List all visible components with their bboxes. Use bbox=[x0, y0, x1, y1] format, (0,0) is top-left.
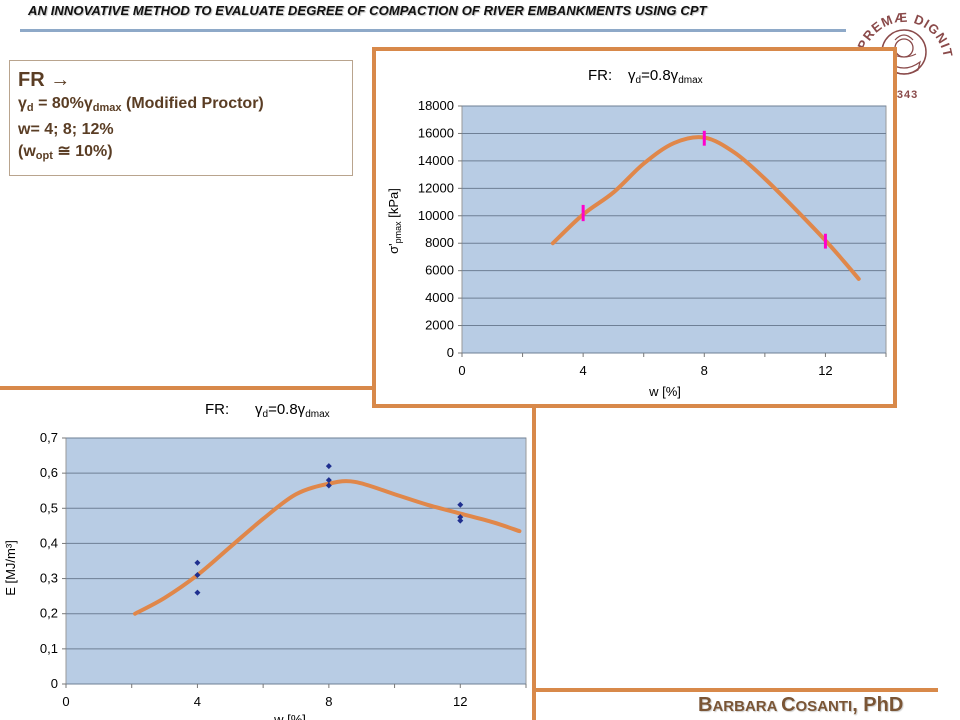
c1-xtick-label: 0 bbox=[458, 363, 465, 378]
c2-ytick-label: 0,6 bbox=[40, 465, 58, 480]
info-gamma: γ bbox=[18, 95, 27, 112]
chart-sigma-pmax: FR: γd=0.8γdmax 0 2000 4000 6000 8000 10000 12… bbox=[386, 67, 887, 399]
c2-xtick-label: 4 bbox=[194, 694, 201, 709]
chart2-title-prefix: FR: bbox=[205, 401, 229, 418]
c1-ytick-label: 16000 bbox=[418, 125, 454, 140]
chart2-xlabel: w [%] bbox=[273, 712, 306, 720]
info-wopt-sub: opt bbox=[35, 150, 53, 162]
author-name: BARBARA COSANTI, PhD bbox=[698, 694, 903, 717]
c1-ytick-label: 4000 bbox=[425, 290, 454, 305]
c1-ytick-label: 10000 bbox=[418, 208, 454, 223]
c1-data-point bbox=[581, 204, 585, 213]
info-proctor: (Modified Proctor) bbox=[121, 95, 264, 112]
chart1-title-formula: γd=0.8γdmax bbox=[628, 67, 703, 86]
c1-ytick-label: 6000 bbox=[425, 263, 454, 278]
info-title: FR → bbox=[18, 69, 71, 91]
author-rest2: OSANTI bbox=[795, 698, 853, 715]
c1-ytick-label: 0 bbox=[447, 345, 454, 360]
c1-xtick-label: 8 bbox=[701, 363, 708, 378]
c1-data-point bbox=[702, 130, 706, 139]
c1-data-point bbox=[702, 137, 706, 146]
info-water-contents: w= 4; 8; 12% bbox=[18, 121, 114, 138]
c2-data-point bbox=[325, 463, 332, 470]
c2-data-point bbox=[457, 501, 464, 508]
info-density: γd = 80%γdmax (Modified Proctor) bbox=[18, 93, 352, 119]
c2-ytick-label: 0,3 bbox=[40, 571, 58, 586]
c2-ytick-label: 0,2 bbox=[40, 606, 58, 621]
c1-ytick-label: 12000 bbox=[418, 180, 454, 195]
c1-trend-line bbox=[550, 135, 861, 281]
author-c: C bbox=[781, 694, 796, 716]
c2-data-point bbox=[457, 517, 464, 524]
author-b: B bbox=[698, 694, 713, 716]
info-box: FR → γd = 80%γdmax (Modified Proctor) w=… bbox=[9, 60, 353, 176]
c2-ytick-label: 0,4 bbox=[40, 535, 58, 550]
c2-ytick-label: 0,1 bbox=[40, 641, 58, 656]
info-sub-dmax: dmax bbox=[92, 102, 122, 114]
c2-ytick-label: 0 bbox=[51, 676, 58, 691]
c2-data-point bbox=[457, 514, 464, 521]
divider-bottom bbox=[536, 688, 938, 692]
divider-vertical bbox=[532, 406, 536, 720]
chart1-ylabel: σ'pmax [kPa] bbox=[386, 188, 403, 254]
chart2-ylabel: E [MJ/m³] bbox=[3, 540, 18, 596]
chart-sigma-frame: FR: γd=0.8γdmax 0 2000 4000 6000 8000 10000 12… bbox=[372, 47, 897, 408]
page-title: AN INNOVATIVE METHOD TO EVALUATE DEGREE … bbox=[28, 3, 707, 18]
author-rest1: ARBARA bbox=[712, 698, 782, 715]
c2-xtick-label: 12 bbox=[453, 694, 467, 709]
c2-data-point bbox=[325, 482, 332, 489]
c2-data-point bbox=[325, 477, 332, 484]
author-end: , PhD bbox=[852, 694, 904, 716]
c1-data-point bbox=[823, 240, 827, 249]
c1-data-point bbox=[823, 233, 827, 242]
c1-ytick-label: 18000 bbox=[418, 98, 454, 113]
c1-ytick-label: 8000 bbox=[425, 235, 454, 250]
info-wopt-start: (w bbox=[18, 143, 36, 160]
c1-ytick-label: 2000 bbox=[425, 318, 454, 333]
c2-data-point bbox=[194, 572, 201, 579]
info-wopt-end: ≅ 10%) bbox=[52, 143, 113, 160]
info-sub-d: d bbox=[26, 102, 34, 114]
chart1-title-prefix: FR: bbox=[588, 67, 612, 84]
header-divider bbox=[20, 29, 846, 32]
info-mid: = 80%γ bbox=[33, 95, 93, 112]
c2-xtick-label: 0 bbox=[62, 694, 69, 709]
divider-left bbox=[0, 386, 376, 390]
c1-ytick-label: 14000 bbox=[418, 153, 454, 168]
c2-ytick-label: 0,7 bbox=[40, 430, 58, 445]
c2-data-point bbox=[194, 589, 201, 596]
chart1-xlabel: w [%] bbox=[648, 384, 681, 399]
c2-ytick-label: 0,5 bbox=[40, 500, 58, 515]
chart-E-modulus: FR: γd=0.8γdmax 0 0,1 0,2 0,3 0,4 0,5 0,6 0,7 0… bbox=[3, 401, 527, 720]
c1-xtick-label: 4 bbox=[580, 363, 587, 378]
c2-plot-area bbox=[65, 437, 527, 685]
chart2-title-formula: γd=0.8γdmax bbox=[255, 401, 330, 420]
c1-data-point bbox=[581, 213, 585, 222]
c2-data-point bbox=[194, 559, 201, 566]
c2-xtick-label: 8 bbox=[325, 694, 332, 709]
c1-xtick-label: 12 bbox=[818, 363, 832, 378]
info-wopt: (wopt ≅ 10%) bbox=[18, 141, 352, 167]
